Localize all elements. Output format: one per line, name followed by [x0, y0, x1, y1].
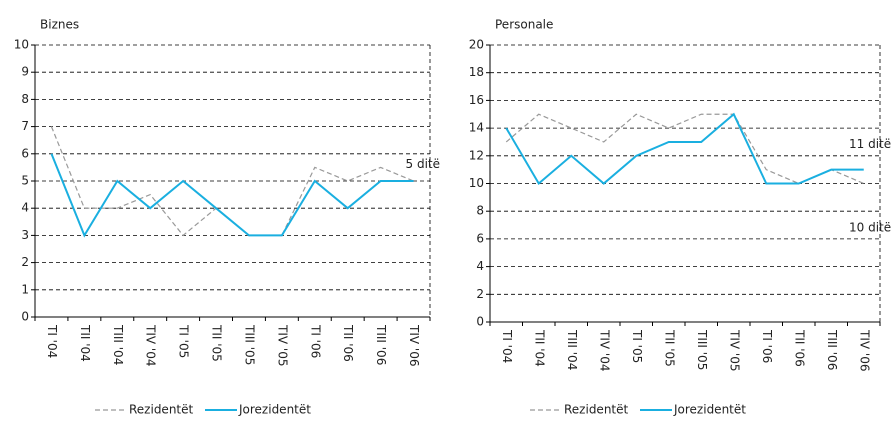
x-tick-label: TIII '04: [565, 329, 579, 370]
x-tick-label: TI '04: [500, 329, 514, 363]
x-tick-label: TII '04: [532, 329, 546, 367]
y-tick-label: 10: [469, 176, 484, 190]
y-tick-label: 16: [469, 93, 484, 107]
x-tick-label: TIV '06: [857, 329, 871, 371]
y-tick-label: 3: [21, 228, 29, 242]
x-tick-label: TIV '06: [407, 324, 421, 366]
y-tick-label: 14: [469, 121, 484, 135]
chart-title: Biznes: [40, 18, 79, 32]
y-tick-label: 8: [21, 92, 29, 106]
series-line: [50, 153, 414, 238]
legend-label: Jorezidentët: [238, 403, 311, 417]
y-tick-label: 20: [469, 38, 484, 52]
x-tick-label: TII '06: [792, 329, 806, 367]
x-tick-label: TI '04: [45, 324, 59, 358]
series-line: [505, 113, 864, 185]
legend-label: Jorezidentët: [673, 403, 746, 417]
y-tick-label: 2: [21, 255, 29, 269]
x-tick-label: TIV '04: [144, 324, 158, 366]
annotation: 5 ditë: [406, 157, 441, 171]
legend-label: Rezidentët: [564, 403, 629, 417]
y-tick-label: 0: [476, 315, 484, 329]
x-tick-label: TII '05: [662, 329, 676, 367]
x-tick-label: TIV '05: [727, 329, 741, 371]
chart-title: Personale: [495, 18, 553, 32]
y-tick-label: 4: [476, 259, 484, 273]
x-tick-label: TI '05: [177, 324, 191, 358]
y-tick-label: 7: [21, 119, 29, 133]
annotation: 10 ditë: [849, 220, 891, 234]
y-tick-label: 4: [21, 201, 29, 215]
series-line: [505, 112, 864, 186]
y-tick-label: 6: [21, 146, 29, 160]
x-tick-label: TII '04: [78, 324, 92, 362]
x-tick-label: TIII '05: [242, 324, 256, 365]
y-tick-label: 2: [476, 287, 484, 301]
x-tick-label: TIII '06: [374, 324, 388, 365]
y-tick-label: 5: [21, 174, 29, 188]
y-tick-label: 10: [14, 38, 29, 52]
y-tick-label: 8: [476, 204, 484, 218]
x-tick-label: TII '05: [210, 324, 224, 362]
x-tick-label: TII '06: [341, 324, 355, 362]
x-tick-label: TIII '04: [111, 324, 125, 365]
x-tick-label: TI '06: [760, 329, 774, 363]
x-tick-label: TIII '05: [695, 329, 709, 370]
y-tick-label: 18: [469, 65, 484, 79]
y-tick-label: 9: [21, 65, 29, 79]
y-tick-label: 1: [21, 282, 29, 296]
legend-label: Rezidentët: [129, 403, 194, 417]
x-tick-label: TIV '05: [275, 324, 289, 366]
x-tick-label: TI '05: [630, 329, 644, 363]
x-tick-label: TIII '06: [825, 329, 839, 370]
y-tick-label: 6: [476, 231, 484, 245]
x-tick-label: TI '06: [308, 324, 322, 358]
y-tick-label: 12: [469, 148, 484, 162]
x-tick-label: TIV '04: [597, 329, 611, 371]
annotation: 11 ditë: [849, 137, 891, 151]
y-tick-label: 0: [21, 310, 29, 324]
